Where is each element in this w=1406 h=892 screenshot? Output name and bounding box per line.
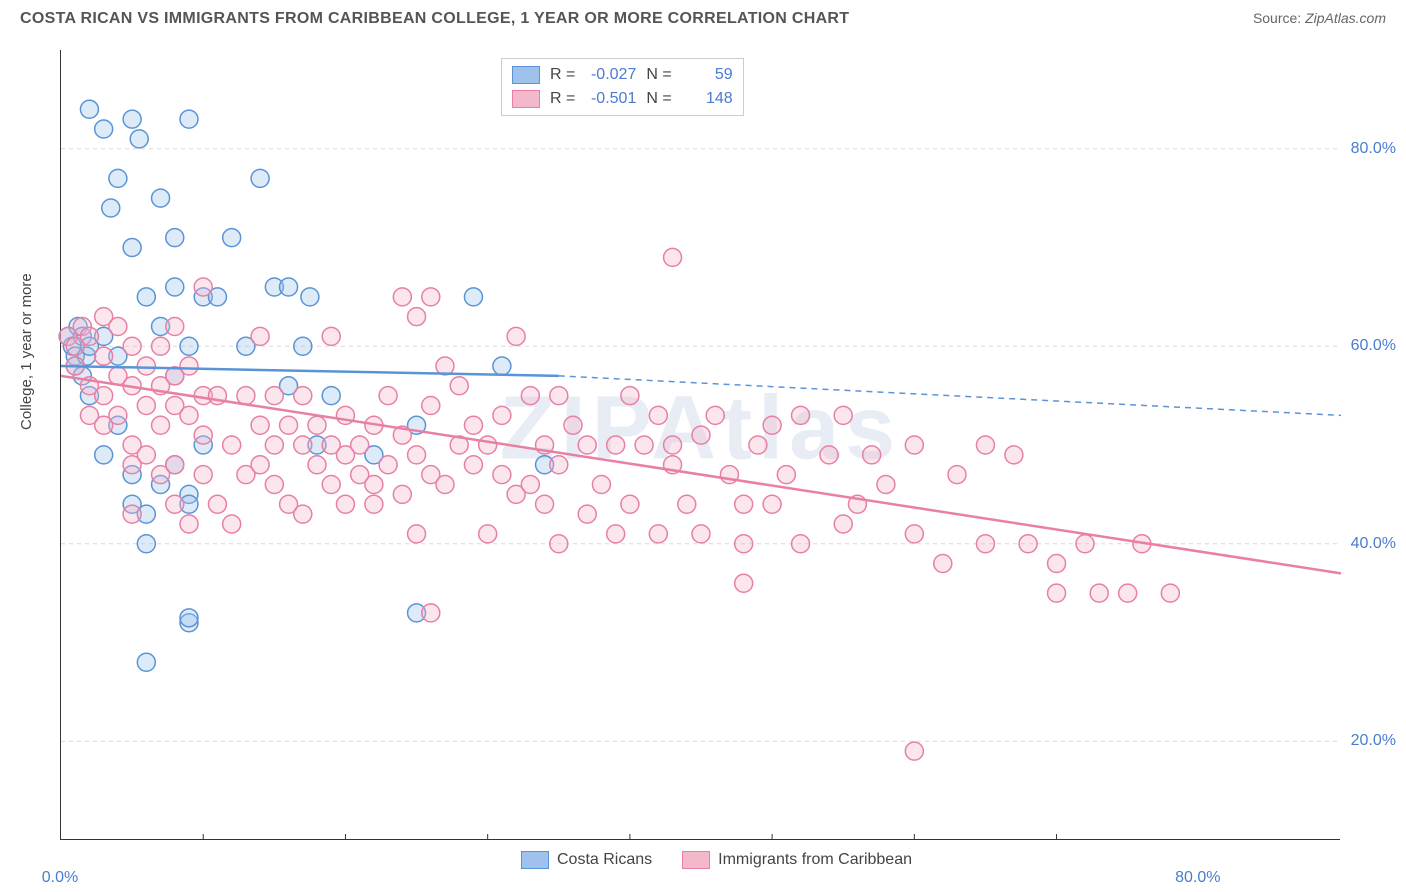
stats-legend-row-1: R = -0.501 N = 148 <box>512 87 733 111</box>
chart-plot-area: ZIPAtlas R = -0.027 N = 59 R = -0.501 N … <box>60 50 1340 840</box>
swatch-series-0-bottom <box>521 851 549 869</box>
stats-legend-row-0: R = -0.027 N = 59 <box>512 63 733 87</box>
legend-item-1: Immigrants from Caribbean <box>682 851 912 869</box>
stats-legend-box: R = -0.027 N = 59 R = -0.501 N = 148 <box>501 58 744 116</box>
swatch-series-1-bottom <box>682 851 710 869</box>
x-tick-label: 0.0% <box>42 869 78 887</box>
x-tick-label: 80.0% <box>1175 869 1220 887</box>
swatch-series-1 <box>512 90 540 108</box>
n-label: N = <box>646 63 671 87</box>
y-axis-label: College, 1 year or more <box>18 273 35 430</box>
y-tick-label: 60.0% <box>1351 337 1396 355</box>
source-label: Source: <box>1253 10 1301 26</box>
legend-label-0: Costa Ricans <box>557 851 652 869</box>
y-tick-label: 40.0% <box>1351 535 1396 553</box>
source-attribution: Source: ZipAtlas.com <box>1253 10 1386 26</box>
legend-item-0: Costa Ricans <box>521 851 652 869</box>
scatter-plot-svg <box>61 50 1340 839</box>
r-value-0: -0.027 <box>581 63 636 87</box>
n-value-0: 59 <box>678 63 733 87</box>
bottom-legend: Costa Ricans Immigrants from Caribbean <box>521 851 912 869</box>
y-tick-label: 20.0% <box>1351 732 1396 750</box>
r-label: R = <box>550 87 575 111</box>
y-tick-label: 80.0% <box>1351 140 1396 158</box>
r-value-1: -0.501 <box>581 87 636 111</box>
chart-title: COSTA RICAN VS IMMIGRANTS FROM CARIBBEAN… <box>20 10 849 28</box>
n-label: N = <box>646 87 671 111</box>
r-label: R = <box>550 63 575 87</box>
swatch-series-0 <box>512 66 540 84</box>
source-value: ZipAtlas.com <box>1305 10 1386 26</box>
legend-label-1: Immigrants from Caribbean <box>718 851 912 869</box>
n-value-1: 148 <box>678 87 733 111</box>
